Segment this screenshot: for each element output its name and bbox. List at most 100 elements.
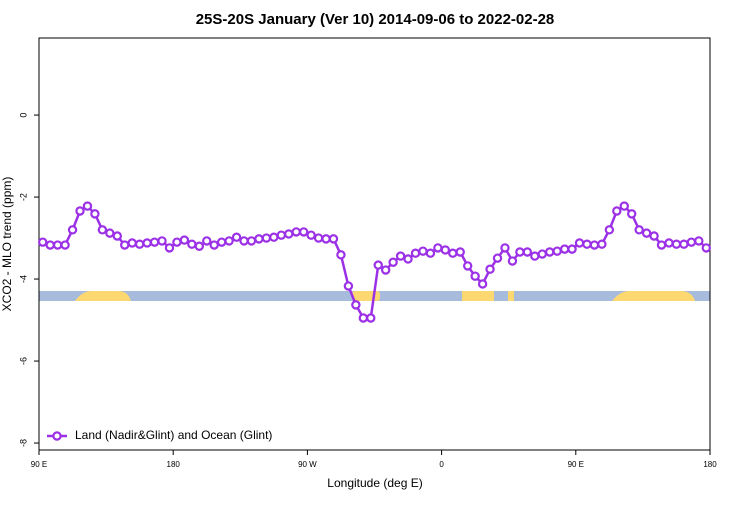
- data-point: [82, 201, 93, 211]
- y-tick-label: -8: [18, 439, 28, 447]
- data-point: [120, 240, 130, 250]
- y-tick-label: -4: [18, 275, 28, 283]
- data-point: [164, 243, 175, 253]
- data-point: [239, 236, 249, 246]
- data-point: [157, 236, 167, 246]
- data-point: [448, 248, 458, 258]
- x-tick-label: 90 W: [298, 460, 317, 469]
- y-tick-label: -6: [18, 357, 28, 365]
- data-point: [224, 236, 234, 246]
- data-point: [410, 248, 421, 258]
- data-point: [567, 244, 577, 254]
- land-segment: [352, 291, 380, 301]
- data-point: [306, 230, 316, 240]
- data-point: [52, 240, 63, 250]
- data-point: [351, 300, 361, 310]
- data-point: [530, 251, 540, 261]
- data-point: [649, 231, 659, 241]
- data-point: [597, 239, 607, 249]
- y-axis-label: XCO2 - MLO trend (ppm): [0, 177, 14, 312]
- data-point: [142, 238, 152, 248]
- data-point: [298, 227, 309, 237]
- x-tick-label: 90 E: [568, 460, 584, 469]
- data-point: [433, 243, 443, 253]
- data-point: [574, 238, 585, 248]
- data-point: [187, 239, 197, 249]
- data-point: [276, 230, 287, 240]
- data-point: [686, 237, 697, 247]
- legend-label: Land (Nadir&Glint) and Ocean (Glint): [75, 428, 272, 442]
- data-point: [194, 241, 204, 251]
- data-point: [537, 249, 547, 259]
- data-point: [701, 243, 711, 253]
- x-tick-label: 180: [167, 460, 181, 469]
- data-point: [507, 256, 518, 266]
- data-point: [492, 253, 503, 263]
- data-point: [589, 240, 600, 250]
- data-point: [172, 237, 182, 247]
- x-tick-label: 180: [703, 460, 717, 469]
- data-point: [552, 246, 562, 256]
- y-tick-label: -2: [18, 193, 28, 201]
- data-point: [45, 240, 55, 250]
- data-point: [425, 248, 436, 258]
- data-point: [366, 313, 376, 323]
- data-point: [627, 209, 637, 219]
- data-point: [612, 206, 622, 216]
- data-point: [619, 201, 629, 211]
- data-point: [522, 247, 533, 257]
- land-segment: [462, 291, 494, 301]
- data-point: [127, 238, 137, 248]
- data-point: [515, 247, 525, 257]
- data-point: [321, 234, 331, 244]
- y-tick-label: 0: [18, 113, 28, 118]
- data-point: [112, 231, 122, 241]
- data-point: [216, 237, 227, 247]
- data-point: [231, 232, 242, 242]
- data-point: [254, 234, 264, 244]
- data-point: [284, 229, 294, 239]
- data-point: [440, 245, 451, 255]
- data-point: [664, 238, 674, 248]
- data-point: [395, 251, 406, 261]
- data-point: [388, 257, 398, 267]
- land-segment: [508, 291, 514, 301]
- series: [38, 201, 711, 323]
- data-point: [373, 260, 383, 270]
- x-tick-label: 90 E: [31, 460, 47, 469]
- data-point: [380, 265, 391, 275]
- data-point: [477, 279, 488, 289]
- data-point: [38, 237, 48, 247]
- data-point: [269, 232, 279, 242]
- data-point: [694, 236, 704, 246]
- data-point: [67, 225, 78, 235]
- land-segment: [612, 291, 695, 301]
- data-point: [246, 236, 257, 246]
- x-tick-label: 0: [439, 460, 444, 469]
- data-point: [134, 239, 145, 249]
- data-point: [679, 239, 689, 249]
- data-point: [179, 235, 190, 245]
- data-point: [313, 233, 324, 243]
- data-point: [418, 246, 428, 256]
- data-point: [202, 236, 212, 246]
- data-point: [656, 240, 667, 250]
- data-point: [671, 239, 682, 249]
- data-point: [336, 250, 346, 260]
- data-point: [634, 225, 644, 235]
- data-point: [582, 239, 592, 249]
- data-point: [559, 244, 570, 254]
- data-point: [261, 233, 272, 243]
- data-point: [403, 254, 413, 264]
- data-point: [209, 240, 219, 250]
- data-point: [343, 281, 354, 291]
- data-point: [60, 240, 70, 250]
- data-point: [97, 225, 108, 235]
- data-point: [641, 228, 652, 238]
- data-point: [545, 247, 555, 257]
- legend-marker: [52, 431, 62, 441]
- x-axis-label: Longitude (deg E): [327, 476, 422, 490]
- data-point: [90, 209, 100, 219]
- data-point: [149, 237, 160, 247]
